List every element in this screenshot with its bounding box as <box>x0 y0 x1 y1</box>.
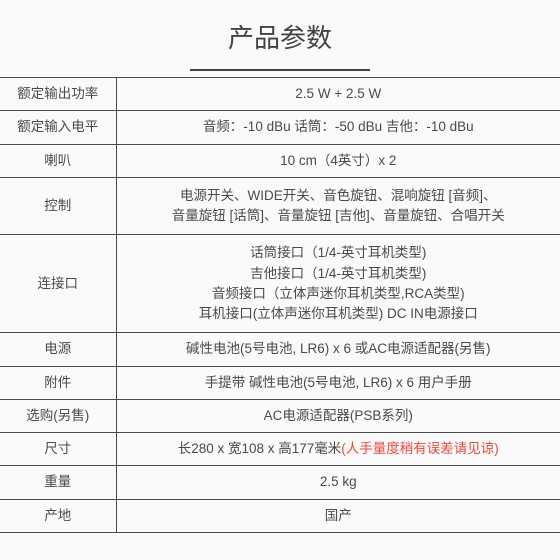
spec-value: 2.5 kg <box>116 466 560 499</box>
spec-table: 额定输出功率 2.5 W + 2.5 W 额定输入电平 音频：-10 dBu 话… <box>0 77 560 533</box>
spec-label: 尺寸 <box>0 433 116 466</box>
table-row: 电源 碱性电池(5号电池, LR6) x 6 或AC电源适配器(另售) <box>0 333 560 366</box>
table-row: 额定输入电平 音频：-10 dBu 话筒：-50 dBu 吉他：-10 dBu <box>0 111 560 144</box>
page-title: 产品参数 <box>0 0 560 69</box>
table-row: 选购(另售) AC电源适配器(PSB系列) <box>0 399 560 432</box>
spec-label: 选购(另售) <box>0 399 116 432</box>
table-row: 控制 电源开关、WIDE开关、音色旋钮、混响旋钮 [音频]、 音量旋钮 [话筒]… <box>0 177 560 235</box>
spec-value: 电源开关、WIDE开关、音色旋钮、混响旋钮 [音频]、 音量旋钮 [话筒]、音量… <box>116 177 560 235</box>
table-row: 产地 国产 <box>0 499 560 532</box>
table-row: 重量 2.5 kg <box>0 466 560 499</box>
spec-value: 2.5 W + 2.5 W <box>116 78 560 111</box>
table-row: 喇叭 10 cm（4英寸）x 2 <box>0 144 560 177</box>
spec-label: 附件 <box>0 366 116 399</box>
spec-label: 额定输出功率 <box>0 78 116 111</box>
dimension-text: 长280 x 宽108 x 高177毫米 <box>178 441 342 456</box>
spec-value: 手提带 碱性电池(5号电池, LR6) x 6 用户手册 <box>116 366 560 399</box>
spec-label: 电源 <box>0 333 116 366</box>
spec-value: 音频：-10 dBu 话筒：-50 dBu 吉他：-10 dBu <box>116 111 560 144</box>
spec-value: 国产 <box>116 499 560 532</box>
table-row: 连接口 话筒接口（1/4-英寸耳机类型) 吉他接口（1/4-英寸耳机类型) 音频… <box>0 235 560 333</box>
spec-value: 长280 x 宽108 x 高177毫米(人手量度稍有误差请见谅) <box>116 433 560 466</box>
spec-label: 控制 <box>0 177 116 235</box>
title-underline <box>190 69 370 71</box>
spec-label: 产地 <box>0 499 116 532</box>
spec-value: 碱性电池(5号电池, LR6) x 6 或AC电源适配器(另售) <box>116 333 560 366</box>
dimension-note: (人手量度稍有误差请见谅) <box>341 441 499 456</box>
spec-label: 额定输入电平 <box>0 111 116 144</box>
spec-value: 话筒接口（1/4-英寸耳机类型) 吉他接口（1/4-英寸耳机类型) 音频接口（立… <box>116 235 560 333</box>
table-row: 额定输出功率 2.5 W + 2.5 W <box>0 78 560 111</box>
spec-label: 连接口 <box>0 235 116 333</box>
table-row: 尺寸 长280 x 宽108 x 高177毫米(人手量度稍有误差请见谅) <box>0 433 560 466</box>
spec-value: AC电源适配器(PSB系列) <box>116 399 560 432</box>
spec-label: 喇叭 <box>0 144 116 177</box>
spec-label: 重量 <box>0 466 116 499</box>
table-row: 附件 手提带 碱性电池(5号电池, LR6) x 6 用户手册 <box>0 366 560 399</box>
spec-value: 10 cm（4英寸）x 2 <box>116 144 560 177</box>
